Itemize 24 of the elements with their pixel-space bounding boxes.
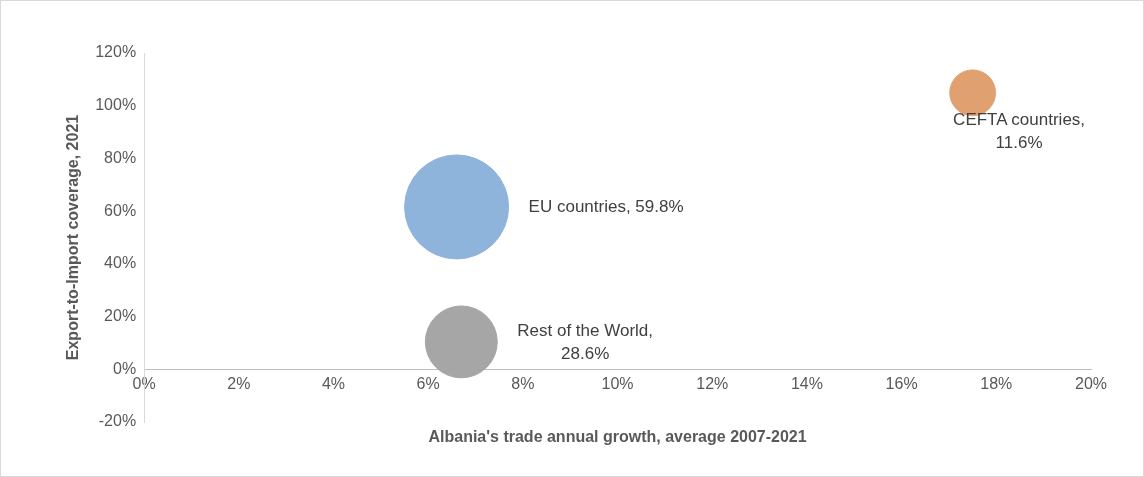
y-tick-label: 60% [104,201,137,219]
y-tick-label: 0% [113,359,137,377]
y-tick-label: 80% [104,148,137,166]
x-tick-label: 0% [132,375,156,393]
x-tick-label: 18% [980,375,1013,393]
x-tick-label: 8% [511,375,535,393]
x-tick-label: 20% [1074,375,1108,393]
data-label: Rest of the World, 28.6% [517,320,654,363]
y-tick-label: 20% [104,306,137,324]
data-label: CEFTA countries, 11.6% [953,110,1086,153]
y-axis-title: Export-to-Import coverage, 2021 [64,114,82,361]
y-tick-label: -20% [98,412,137,430]
x-tick-label: 12% [696,375,729,393]
y-tick-label: 120% [95,43,137,61]
x-tick-label: 14% [790,375,823,393]
x-tick-label: 10% [601,375,634,393]
y-tick-label: 40% [104,254,137,272]
x-tick-label: 16% [885,375,918,393]
y-tick-label: 100% [95,96,137,114]
x-tick-label: 4% [321,375,346,393]
data-label: EU countries, 59.8% [528,196,684,216]
x-axis-title: Albania's trade annual growth, average 2007-2021 [428,428,807,446]
x-tick-label: 6% [416,375,440,393]
x-tick-label: 2% [227,375,251,393]
